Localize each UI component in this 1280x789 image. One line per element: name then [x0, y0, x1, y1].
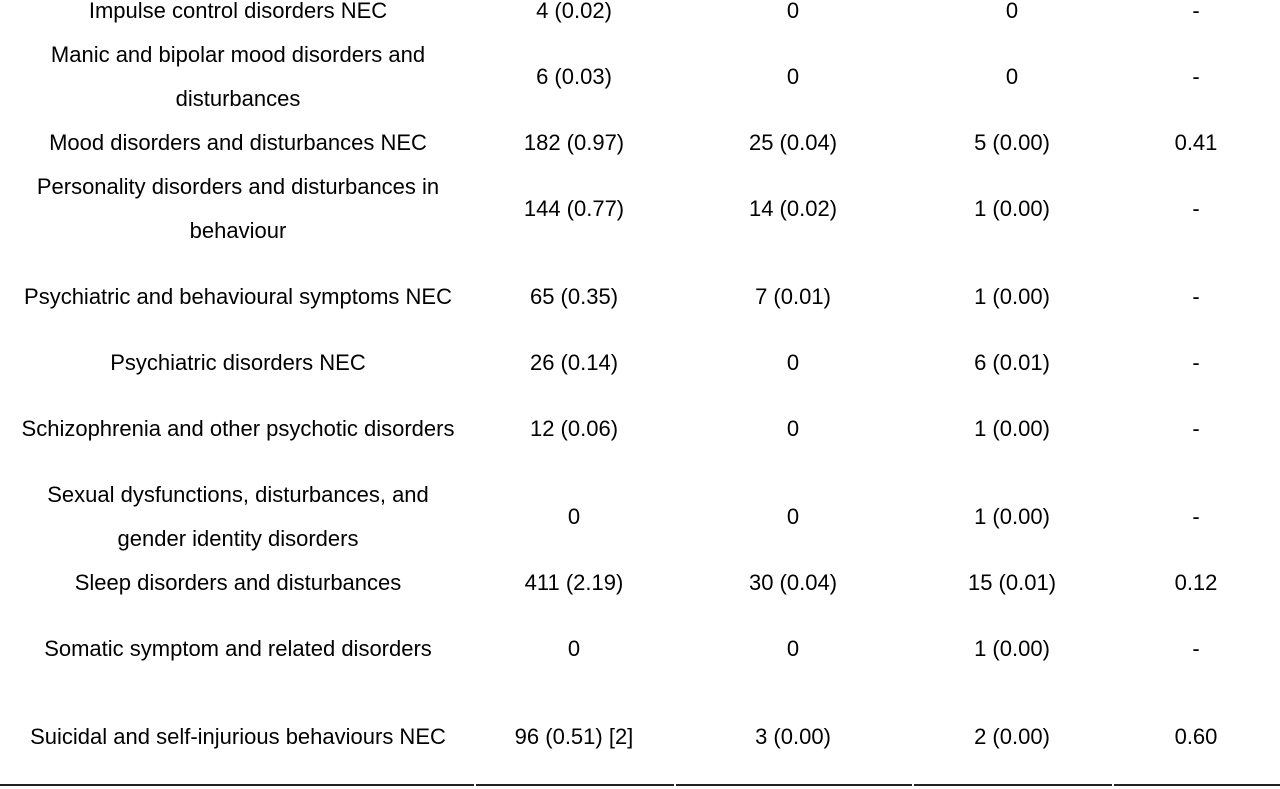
table-row: Mood disorders and disturbances NEC 182 … — [0, 121, 1280, 165]
row-value-col2: 0 — [786, 504, 800, 529]
row-value-col4: - — [1192, 416, 1200, 441]
table-row: Manic and bipolar mood disorders and dis… — [0, 33, 1280, 121]
table-row: Sexual dysfunctions, disturbances, and g… — [0, 473, 1280, 561]
row-value-col2: 0 — [786, 350, 800, 375]
table-row: Personality disorders and disturbances i… — [0, 165, 1280, 253]
row-term: Psychiatric disorders NEC — [110, 350, 366, 375]
row-value-col1: 65 (0.35) — [529, 284, 619, 309]
row-value-col4: - — [1192, 504, 1200, 529]
row-value-col3: 1 (0.00) — [974, 416, 1050, 441]
table-row: Somatic symptom and related disorders 0 … — [0, 605, 1280, 693]
row-value-col3: 1 (0.00) — [974, 504, 1050, 529]
row-value-col4: - — [1192, 284, 1200, 309]
row-value-col2: 25 (0.04) — [748, 130, 838, 155]
row-value-col2: 0 — [786, 416, 800, 441]
row-value-col4: 0.12 — [1174, 570, 1218, 595]
row-term: Suicidal and self-injurious behaviours N… — [30, 724, 446, 749]
row-value-col2: 7 (0.01) — [755, 284, 831, 309]
row-value-col2: 0 — [786, 64, 800, 89]
table-row: Suicidal and self-injurious behaviours N… — [0, 693, 1280, 781]
table-row: Psychiatric disorders NEC 26 (0.14) 0 6 … — [0, 341, 1280, 385]
row-term: Psychiatric and behavioural symptoms NEC — [24, 284, 452, 309]
row-term: Somatic symptom and related disorders — [44, 636, 432, 661]
row-value-col3: 1 (0.00) — [974, 284, 1050, 309]
row-term: Sexual dysfunctions, disturbances, and g… — [47, 482, 429, 551]
row-value-col1: 12 (0.06) — [529, 416, 619, 441]
table-row: Psychiatric and behavioural symptoms NEC… — [0, 253, 1280, 341]
row-value-col1: 4 (0.02) — [536, 0, 612, 23]
row-value-col2: 0 — [786, 0, 800, 23]
row-term: Impulse control disorders NEC — [88, 0, 388, 23]
row-value-col3: 5 (0.00) — [974, 130, 1050, 155]
row-value-col1: 0 — [567, 504, 581, 529]
row-value-col3: 0 — [1005, 64, 1019, 89]
row-value-col2: 0 — [786, 636, 800, 661]
row-value-col4: - — [1192, 636, 1200, 661]
row-value-col3: 0 — [1005, 0, 1019, 23]
row-value-col2: 30 (0.04) — [748, 570, 838, 595]
row-value-col3: 2 (0.00) — [974, 724, 1050, 749]
row-term: Schizophrenia and other psychotic disord… — [21, 416, 455, 441]
row-value-col4: 0.41 — [1174, 130, 1218, 155]
row-term: Sleep disorders and disturbances — [74, 570, 402, 595]
row-value-col1: 182 (0.97) — [523, 130, 625, 155]
row-value-col1: 6 (0.03) — [536, 64, 612, 89]
row-term: Mood disorders and disturbances NEC — [49, 130, 427, 155]
row-value-col1: 96 (0.51) [2] — [514, 724, 634, 749]
row-value-col1: 411 (2.19) — [524, 570, 624, 595]
row-value-col4: - — [1192, 64, 1200, 89]
row-value-col4: 0.60 — [1174, 724, 1218, 749]
row-value-col4: - — [1192, 0, 1200, 23]
row-value-col1: 144 (0.77) — [523, 196, 625, 221]
table-row: Schizophrenia and other psychotic disord… — [0, 385, 1280, 473]
row-value-col1: 26 (0.14) — [529, 350, 619, 375]
row-term: Manic and bipolar mood disorders and dis… — [50, 42, 426, 111]
table-row: Sleep disorders and disturbances 411 (2.… — [0, 561, 1280, 605]
row-value-col3: 1 (0.00) — [974, 636, 1050, 661]
row-value-col3: 1 (0.00) — [974, 196, 1050, 221]
row-value-col3: 15 (0.01) — [967, 570, 1057, 595]
table-row: Impulse control disorders NEC 4 (0.02) 0… — [0, 0, 1280, 33]
row-value-col4: - — [1192, 196, 1200, 221]
row-term: Personality disorders and disturbances i… — [36, 174, 440, 243]
row-value-col3: 6 (0.01) — [974, 350, 1050, 375]
row-value-col2: 14 (0.02) — [748, 196, 838, 221]
row-value-col2: 3 (0.00) — [755, 724, 831, 749]
row-value-col4: - — [1192, 350, 1200, 375]
row-value-col1: 0 — [567, 636, 581, 661]
table-bottom-rule — [0, 784, 1280, 789]
